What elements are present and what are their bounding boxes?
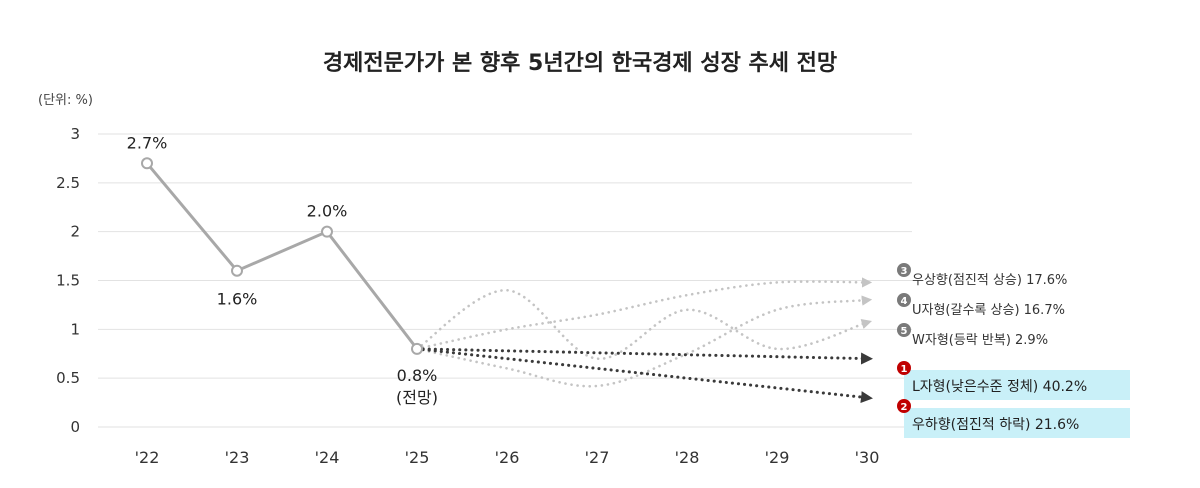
rank-marker xyxy=(897,323,911,337)
history-point xyxy=(411,342,423,355)
scenario-line-1 xyxy=(415,277,873,351)
history-point xyxy=(231,264,243,277)
rank-number: 5 xyxy=(901,326,908,337)
y-tick-label: 0.5 xyxy=(56,369,80,387)
legend-item-5: 2 우하향(점진적 하락) 21.6% xyxy=(897,399,1130,438)
y-tick-label: 1 xyxy=(70,320,80,338)
scenario-lines xyxy=(415,277,873,404)
rank-marker xyxy=(897,293,911,307)
legend-label: U자형(갈수록 상승) 16.7% xyxy=(912,303,1065,318)
data-label: 2.0% xyxy=(307,202,348,221)
legend-highlight xyxy=(904,370,1130,400)
legend-item-1: 3 우상향(점진적 상승) 17.6% xyxy=(897,263,1067,288)
rank-number: 3 xyxy=(901,266,908,277)
data-label: 0.8% xyxy=(397,366,438,385)
y-tick-label: 2.5 xyxy=(56,174,80,192)
rank-marker xyxy=(897,399,911,413)
gridlines xyxy=(98,133,912,428)
x-tick-label: '24 xyxy=(315,448,340,467)
rank-marker xyxy=(897,361,911,375)
history-line xyxy=(145,162,419,350)
x-tick-label: '29 xyxy=(765,448,790,467)
scenario-line-5 xyxy=(415,347,873,404)
legend-item-2: 4 U자형(갈수록 상승) 16.7% xyxy=(897,293,1065,318)
scenario-line-3 xyxy=(415,288,872,360)
y-tick-label: 0 xyxy=(70,418,80,436)
x-tick-label: '27 xyxy=(585,448,610,467)
forecast-note: (전망) xyxy=(396,388,438,407)
y-axis-ticks: 0 0.5 1 1.5 2 2.5 3 xyxy=(56,125,80,436)
legend-label: 우상향(점진적 상승) 17.6% xyxy=(912,273,1067,288)
history-series xyxy=(141,157,423,355)
scenario-line-4 xyxy=(415,347,873,365)
legend-item-3: 5 W자형(등락 반복) 2.9% xyxy=(897,323,1048,348)
legend-item-4: 1 L자형(낮은수준 정체) 40.2% xyxy=(897,361,1130,400)
rank-number: 4 xyxy=(901,296,908,307)
rank-marker xyxy=(897,263,911,277)
x-tick-label: '30 xyxy=(855,448,880,467)
x-tick-label: '23 xyxy=(225,448,250,467)
legend-label: L자형(낮은수준 정체) 40.2% xyxy=(912,379,1087,395)
y-tick-label: 3 xyxy=(70,125,80,143)
x-tick-label: '28 xyxy=(675,448,700,467)
history-point xyxy=(141,157,153,170)
rank-number: 2 xyxy=(901,402,908,413)
data-labels: 2.7% 1.6% 2.0% 0.8% (전망) xyxy=(127,133,438,407)
data-label: 2.7% xyxy=(127,133,168,152)
data-label: 1.6% xyxy=(217,290,258,309)
legend-label: W자형(등락 반복) 2.9% xyxy=(912,333,1048,348)
legend-highlight xyxy=(904,408,1130,438)
y-tick-label: 1.5 xyxy=(56,272,80,290)
rank-number: 1 xyxy=(901,364,908,375)
unit-label: (단위: %) xyxy=(38,93,93,108)
x-axis-ticks: '22 '23 '24 '25 '26 '27 '28 '29 '30 xyxy=(135,448,880,467)
x-tick-label: '25 xyxy=(405,448,430,467)
scenario-legend: 3 우상향(점진적 상승) 17.6% 4 U자형(갈수록 상승) 16.7% 5 W자형… xyxy=(897,263,1130,438)
legend-label: 우하향(점진적 하락) 21.6% xyxy=(912,417,1079,433)
history-point xyxy=(321,225,333,238)
x-tick-label: '22 xyxy=(135,448,160,467)
y-tick-label: 2 xyxy=(70,223,80,241)
chart-title: 경제전문가가 본 향후 5년간의 한국경제 성장 추세 전망 xyxy=(323,51,837,76)
x-tick-label: '26 xyxy=(495,448,520,467)
